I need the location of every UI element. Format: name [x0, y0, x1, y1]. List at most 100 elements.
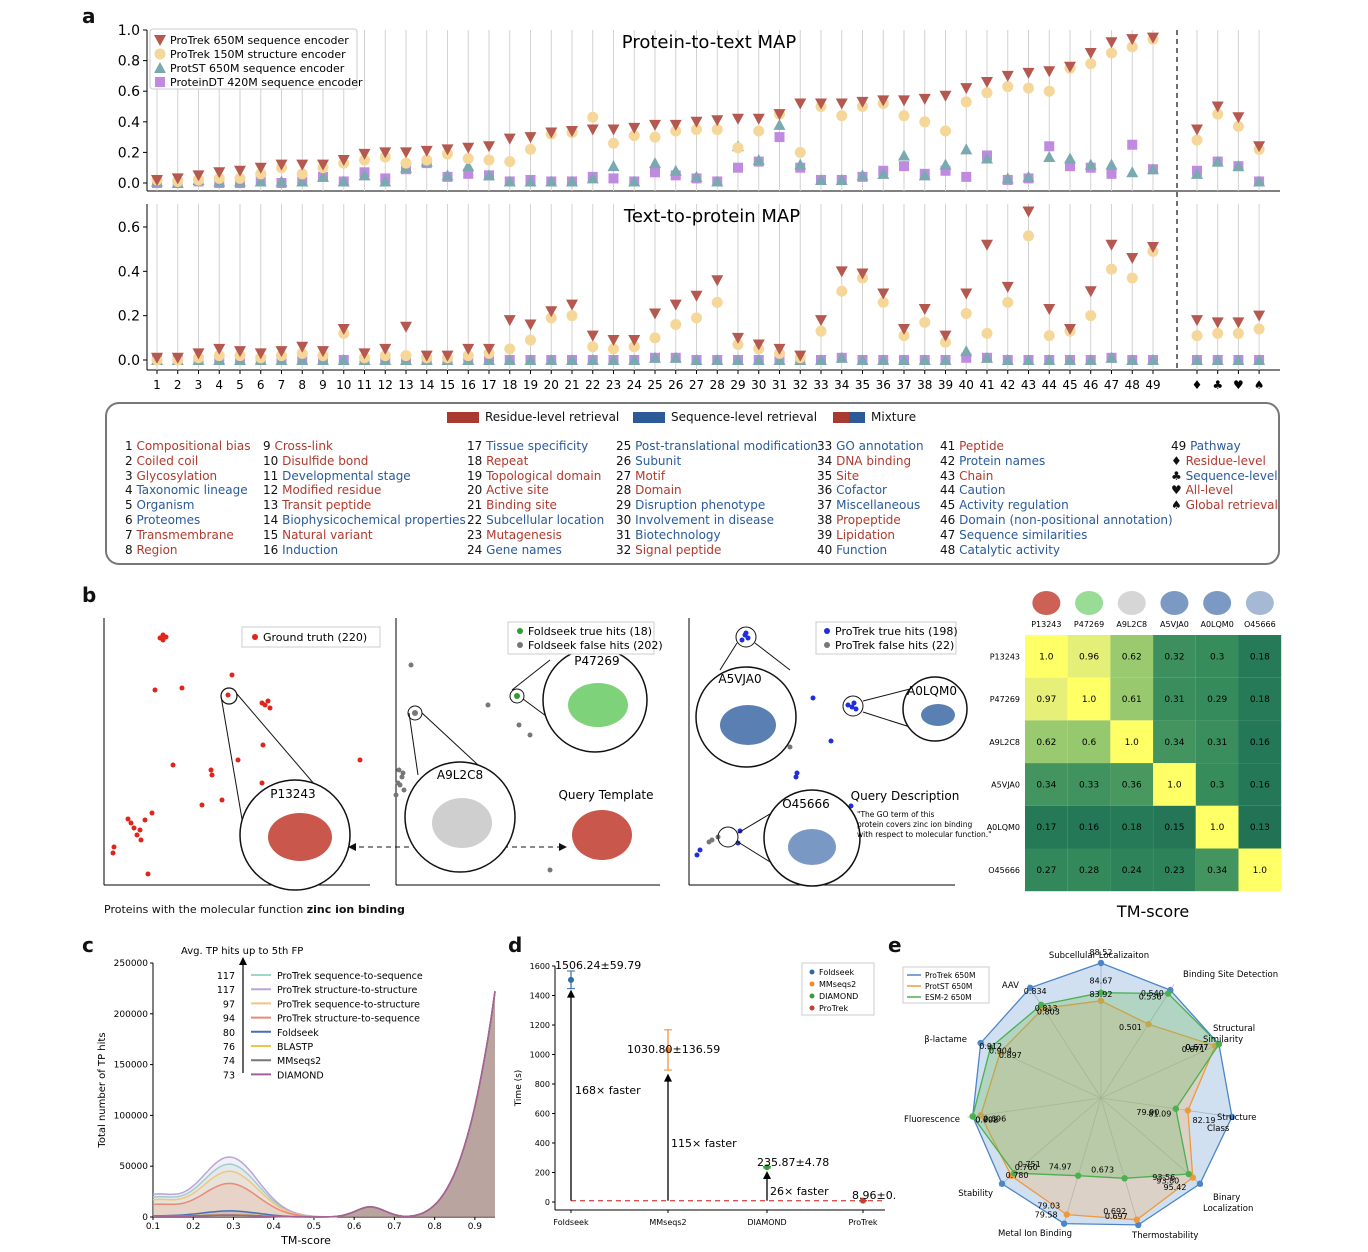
e-value-label: 93.80 [1156, 1177, 1179, 1186]
e-point [997, 1048, 1004, 1056]
bottom-point [1085, 310, 1097, 322]
downstream-radar-chart: 88.52 0.540 0.677 82.19 95.42 0.697 79.58 0.780… [902, 948, 1278, 1241]
e-value-label: 93.56 [1152, 1173, 1175, 1182]
top-point [836, 110, 848, 122]
d-y-tick-label: 1000 [530, 1051, 550, 1060]
top-point [1191, 167, 1203, 179]
x-tick-label: 5 [236, 378, 244, 392]
c-y-tick-label: 50000 [119, 1162, 148, 1172]
bottom-point [711, 275, 724, 287]
d-y-tick-label: 0 [545, 1198, 550, 1207]
tp-hits-density-chart: 0 50000 100000 150000 200000 250000 0.1 0.2 0.3 0… [97, 946, 496, 1247]
bottom-point [1191, 315, 1203, 327]
top-point [524, 175, 537, 187]
heatmap-cell [1195, 848, 1239, 892]
legend-marker [154, 48, 166, 60]
zoom-line [862, 688, 911, 702]
top-point [711, 115, 724, 127]
heatmap-cell [1025, 635, 1068, 678]
panel-label-c: c [82, 933, 94, 957]
foldseek-false-point [527, 732, 533, 738]
d-y-tick-label: 1400 [530, 992, 550, 1001]
top-point [441, 144, 454, 156]
ground-truth-point [208, 767, 214, 773]
heatmap-column-label: P13243 [1031, 620, 1061, 629]
heatmap-cell [1067, 677, 1111, 721]
bottom-point [856, 354, 869, 365]
bottom-point [1001, 281, 1014, 293]
bottom-point [1002, 296, 1014, 308]
c-legend-label: Foldseek [277, 1028, 319, 1039]
bottom-point [628, 335, 641, 347]
e-point [1133, 1216, 1140, 1223]
protrek-legend-true: ProTrek true hits (198) [835, 625, 958, 638]
top-point [649, 119, 661, 131]
top-point [503, 133, 516, 145]
category-name: Taxonomic lineage [136, 483, 248, 498]
top-point [254, 162, 267, 174]
x-tick-label: 26 [668, 378, 683, 392]
bottom-point [1022, 354, 1035, 365]
heatmap-row-label: P13243 [990, 652, 1020, 661]
foldseek-false-point [408, 662, 414, 668]
category-name: Subcellular location [486, 512, 605, 527]
bottom-point [649, 351, 661, 363]
bottom-point [1147, 354, 1159, 365]
d-speedup-arrow-head [664, 1073, 672, 1082]
heatmap-cell-value: 1.0 [1082, 695, 1097, 705]
d-legend-label: MMseqs2 [819, 980, 856, 989]
category-item: 11 Developmental stage [263, 469, 466, 484]
e-axis-label: Binding Site Detection [1183, 970, 1278, 980]
panel-b-caption: Proteins with the molecular function zin… [104, 903, 405, 916]
d-legend-label: Foldseek [819, 968, 855, 977]
category-item: 35 Site [817, 469, 924, 484]
category-number: 32 [616, 542, 636, 557]
category-number: 36 [817, 483, 837, 498]
e-point [1060, 1220, 1068, 1227]
heatmap-structure-thumbnail [1117, 591, 1146, 615]
d-point [764, 1164, 770, 1171]
bottom-chart-title: Text-to-protein MAP [623, 206, 800, 227]
category-name: Disulfide bond [282, 453, 369, 468]
category-number: 3 [125, 468, 137, 483]
bottom-point [1232, 354, 1245, 365]
bottom-point [1253, 310, 1266, 322]
bottom-point [441, 350, 454, 362]
c-legend-label: ProTrek structure-to-sequence [277, 1014, 420, 1025]
d-x-tick-label: ProTrek [848, 1218, 877, 1227]
bottom-point [524, 354, 537, 365]
category-number: 10 [263, 453, 283, 468]
bottom-y-tick-label: 0.4 [118, 264, 140, 280]
c-legend-avg: 117 [217, 985, 235, 996]
x-tick-label: 43 [1021, 378, 1036, 392]
top-point [1085, 58, 1097, 70]
category-number: 46 [940, 512, 960, 527]
category-number: 39 [817, 527, 837, 542]
bottom-point [835, 266, 848, 278]
foldseek-false-point [485, 702, 491, 708]
category-name: Residue-level [1185, 453, 1266, 468]
d-value-label: 8.96±0.58 [852, 1189, 895, 1202]
bottom-point [566, 299, 578, 311]
query-description-label: Query Description [851, 789, 960, 803]
top-point [649, 157, 661, 169]
bottom-y-tick-label: 0.0 [118, 353, 140, 369]
bottom-y-tick-label: 0.6 [118, 220, 140, 236]
heatmap-cell-value: 0.62 [1036, 738, 1056, 748]
legend-series-label: ProteinDT 420M sequence encoder [170, 76, 363, 89]
bottom-point [898, 354, 910, 365]
x-tick-label: ♣ [1212, 378, 1223, 392]
e-radial-axis [1100, 1097, 1204, 1187]
c-legend-avg: 74 [223, 1056, 235, 1067]
bottom-point [732, 332, 744, 344]
top-point [981, 87, 993, 99]
category-item: 48 Catalytic activity [940, 543, 1173, 558]
c-area-fill [153, 991, 495, 1217]
top-point [545, 175, 558, 187]
e-series-polygon [972, 962, 1233, 1226]
e-value-label: 0.912 [979, 1042, 1002, 1051]
protein-label-a0lqm0: A0LQM0 [907, 684, 957, 698]
bottom-point [981, 351, 993, 363]
heatmap-cell-value: 0.31 [1164, 695, 1184, 705]
x-tick-label: 30 [751, 378, 766, 392]
